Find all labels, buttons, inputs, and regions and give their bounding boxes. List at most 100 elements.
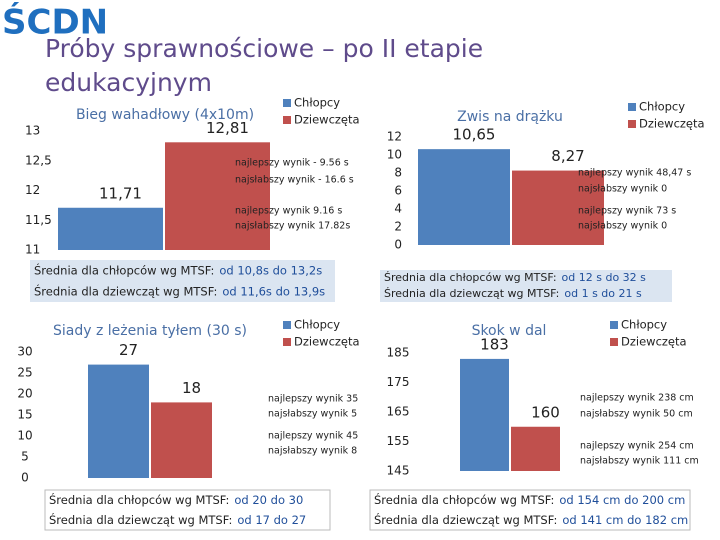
bar	[58, 207, 163, 250]
annotation: najsłabszy wynik 17.82s	[235, 221, 350, 232]
y-tick-label: 13	[25, 124, 40, 138]
bar	[512, 170, 604, 245]
y-tick-label: 2	[394, 220, 402, 234]
legend-swatch	[283, 116, 291, 124]
note-box	[380, 270, 672, 302]
note: Średnia dla dziewcząt wg MTSF: od 17 do 2…	[49, 512, 306, 527]
y-tick-label: 11,5	[25, 213, 52, 227]
annotation: najlepszy wynik 73 s	[578, 206, 676, 217]
legend-swatch	[610, 338, 618, 346]
legend-swatch	[628, 120, 636, 128]
chart-title: Zwis na drążku	[457, 109, 563, 125]
note-label: Średnia dla dziewcząt wg MTSF:	[374, 512, 557, 527]
legend-swatch	[628, 103, 636, 111]
bar	[418, 149, 510, 245]
value-label: 8,27	[551, 147, 584, 165]
y-tick-label: 6	[394, 184, 402, 198]
annotation: najsłabszy wynik 0	[578, 221, 667, 232]
legend-label: Chłopcy	[639, 100, 685, 114]
legend-label: Chłopcy	[294, 318, 340, 332]
value-label: 12,81	[206, 119, 249, 137]
y-tick-label: 0	[21, 471, 29, 485]
annotation: najlepszy wynik 9.16 s	[235, 206, 342, 217]
note-range: od 141 cm do 182 cm	[562, 513, 688, 527]
y-tick-label: 30	[17, 345, 32, 359]
note-range: od 154 cm do 200 cm	[559, 493, 685, 507]
note-label: Średnia dla dziewcząt wg MTSF:	[384, 287, 559, 300]
bar	[165, 142, 270, 250]
chart-title: Skok w dal	[472, 323, 547, 339]
note-box	[369, 489, 691, 531]
note-box	[44, 489, 331, 531]
value-label: 10,65	[453, 126, 496, 144]
y-tick-label: 12	[25, 183, 40, 197]
annotation: najsłabszy wynik - 16.6 s	[235, 175, 354, 186]
note-box	[30, 260, 335, 302]
y-tick-label: 0	[394, 238, 402, 252]
note-label: Średnia dla chłopców wg MTSF:	[49, 492, 229, 507]
annotation: najsłabszy wynik 8	[268, 446, 357, 457]
y-tick-label: 20	[17, 387, 32, 401]
legend-swatch	[283, 321, 291, 329]
legend-swatch	[283, 99, 291, 107]
y-tick-label: 185	[387, 346, 410, 360]
note: Średnia dla chłopców wg MTSF: od 154 cm d…	[374, 492, 685, 507]
note: Średnia dla dziewcząt wg MTSF: od 141 cm …	[374, 512, 688, 527]
annotation: najlepszy wynik 238 cm	[580, 393, 694, 404]
legend-label: Chłopcy	[621, 318, 667, 332]
legend-label: Dziewczęta	[621, 335, 687, 349]
y-tick-label: 10	[387, 148, 402, 162]
legend-label: Chłopcy	[294, 96, 340, 110]
y-tick-label: 11	[25, 243, 40, 257]
annotation: najlepszy wynik 45	[268, 431, 358, 442]
legend-label: Dziewczęta	[294, 335, 360, 349]
note-range: od 12 s do 32 s	[562, 271, 647, 284]
y-tick-label: 165	[387, 405, 410, 419]
bar	[460, 358, 509, 471]
value-label: 27	[119, 341, 138, 359]
y-tick-label: 155	[387, 434, 410, 448]
legend-swatch	[283, 338, 291, 346]
y-tick-label: 145	[387, 464, 410, 478]
note-label: Średnia dla chłopców wg MTSF:	[34, 262, 214, 277]
chart-title: Siady z leżenia tyłem (30 s)	[53, 323, 247, 339]
annotation: najlepszy wynik 48,47 s	[578, 168, 691, 179]
annotation: najlepszy wynik - 9.56 s	[235, 158, 349, 169]
note-range: od 10,8s do 13,2s	[219, 263, 322, 277]
y-tick-label: 8	[394, 166, 402, 180]
logo: ŚCDN	[2, 2, 108, 43]
bar	[511, 426, 560, 471]
chart-title: Bieg wahadłowy (4x10m)	[76, 107, 254, 123]
legend-label: Dziewczęta	[639, 117, 705, 131]
y-tick-label: 15	[17, 408, 32, 422]
note-label: Średnia dla dziewcząt wg MTSF:	[49, 512, 232, 527]
annotation: najsłabszy wynik 0	[578, 184, 667, 195]
annotation: najsłabszy wynik 5	[268, 409, 357, 420]
value-label: 18	[182, 379, 201, 397]
y-tick-label: 12,5	[25, 153, 52, 167]
note: Średnia dla chłopców wg MTSF: od 12 s do …	[384, 271, 646, 284]
note-label: Średnia dla chłopców wg MTSF:	[374, 492, 554, 507]
slide-title: Próby sprawnościowe – po II etapie	[45, 34, 483, 63]
bar	[88, 364, 149, 478]
note: Średnia dla dziewcząt wg MTSF: od 1 s do …	[384, 287, 642, 300]
note-range: od 20 do 30	[234, 493, 303, 507]
note-range: od 17 do 27	[237, 513, 306, 527]
y-tick-label: 175	[387, 375, 410, 389]
y-tick-label: 25	[17, 366, 32, 380]
annotation: najsłabszy wynik 50 cm	[580, 409, 693, 420]
y-tick-label: 5	[21, 450, 29, 464]
note-range: od 11,6s do 13,9s	[222, 284, 325, 298]
bar	[151, 402, 212, 478]
value-label: 183	[480, 335, 509, 353]
note-label: Średnia dla chłopców wg MTSF:	[384, 271, 557, 284]
y-tick-label: 10	[17, 429, 32, 443]
annotation: najlepszy wynik 35	[268, 394, 358, 405]
value-label: 11,71	[99, 184, 142, 202]
note-label: Średnia dla dziewcząt wg MTSF:	[34, 283, 217, 298]
annotation: najsłabszy wynik 111 cm	[580, 456, 699, 467]
note: Średnia dla chłopców wg MTSF: od 10,8s do…	[34, 262, 322, 277]
legend-swatch	[610, 321, 618, 329]
